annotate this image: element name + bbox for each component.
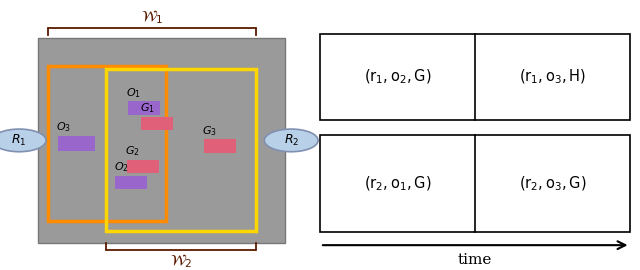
Bar (38, 38, 285, 243)
Bar (48, 66, 166, 221)
Bar (320, 34, 630, 120)
Bar (115, 176, 147, 189)
Text: time: time (458, 253, 492, 267)
Text: $\mathcal{W}_1$: $\mathcal{W}_1$ (141, 8, 163, 26)
Bar (127, 160, 159, 173)
Circle shape (264, 129, 318, 152)
Text: $(\mathrm{r}_2, \mathrm{o}_1, \mathrm{G})$: $(\mathrm{r}_2, \mathrm{o}_1, \mathrm{G}… (364, 174, 431, 193)
Text: $G_2$: $G_2$ (125, 145, 140, 158)
Bar (58, 136, 95, 151)
Text: $R_2$: $R_2$ (284, 133, 299, 148)
Text: $G_1$: $G_1$ (140, 102, 154, 115)
Bar (128, 101, 160, 115)
Bar (204, 139, 236, 153)
Text: $\mathcal{W}_2$: $\mathcal{W}_2$ (170, 252, 192, 270)
Text: $(\mathrm{r}_2, \mathrm{o}_3, \mathrm{G})$: $(\mathrm{r}_2, \mathrm{o}_3, \mathrm{G}… (519, 174, 586, 193)
Bar (320, 135, 630, 232)
Text: $O_3$: $O_3$ (56, 120, 71, 134)
Text: $(\mathrm{r}_1, \mathrm{o}_3, \mathrm{H})$: $(\mathrm{r}_1, \mathrm{o}_3, \mathrm{H}… (519, 68, 586, 86)
Text: $O_2$: $O_2$ (114, 160, 129, 174)
Bar (106, 69, 256, 231)
Text: $(\mathrm{r}_1, \mathrm{o}_2, \mathrm{G})$: $(\mathrm{r}_1, \mathrm{o}_2, \mathrm{G}… (364, 68, 431, 86)
Bar (141, 117, 173, 130)
Circle shape (0, 129, 46, 152)
Text: $R_1$: $R_1$ (12, 133, 27, 148)
Text: $G_3$: $G_3$ (202, 124, 217, 138)
Text: $O_1$: $O_1$ (126, 86, 141, 100)
